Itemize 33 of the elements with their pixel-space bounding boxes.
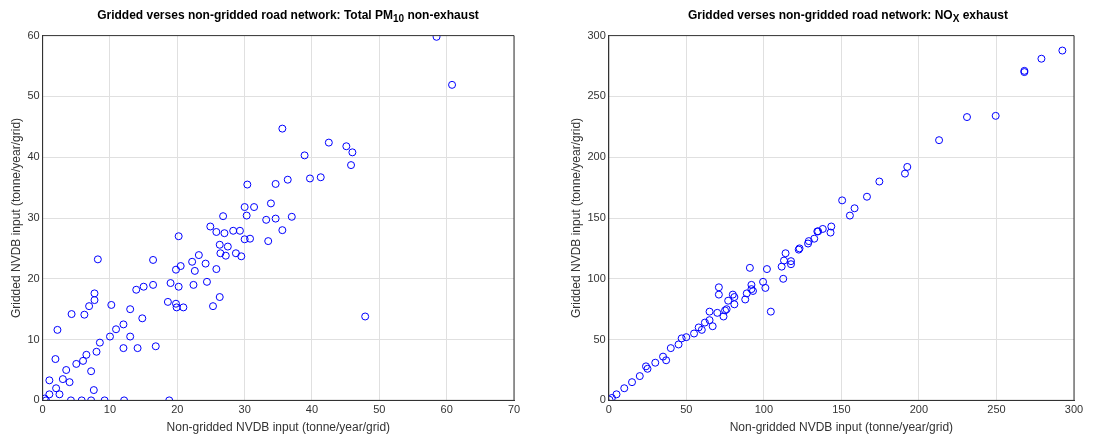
y-tick-label: 200: [587, 150, 606, 163]
x-tick-label: 50: [680, 403, 693, 416]
x-axis-title: Non-gridded NVDB input (tonne/year/grid): [166, 420, 391, 435]
y-tick-label: 50: [27, 89, 40, 102]
x-tick-label: 30: [238, 403, 251, 416]
y-tick-label: 100: [587, 271, 606, 284]
y-tick-label: 300: [587, 28, 606, 41]
x-tick-label: 300: [1064, 403, 1084, 416]
x-tick-label: 100: [754, 403, 774, 416]
x-tick-label: 40: [305, 403, 319, 416]
x-tick-label: 70: [507, 403, 521, 416]
x-tick-label: 200: [909, 403, 929, 416]
y-tick-label: 0: [599, 393, 606, 406]
x-tick-label: 60: [440, 403, 453, 416]
y-tick-label: 50: [593, 332, 606, 345]
x-tick-label: 50: [373, 403, 386, 416]
x-tick-label: 150: [832, 403, 851, 416]
y-tick-label: 10: [27, 332, 40, 345]
y-tick-label: 0: [33, 393, 40, 406]
x-tick-label: 10: [103, 403, 117, 416]
chart-title: Gridded verses non-gridded road network: Total PM$_{10}$ non-exhaust: [96, 8, 480, 26]
y-tick-label: 250: [587, 89, 606, 102]
y-tick-label: 40: [27, 150, 40, 163]
x-tick-label: 20: [171, 403, 184, 416]
y-axis-title: Gridded NVDB input (tonne/year/grid): [568, 117, 583, 319]
y-tick-label: 150: [587, 211, 606, 224]
chart-title: Gridded verses non-gridded road network: NO$_{X}$ exhaust: [686, 8, 1010, 26]
y-axis-title: Gridded NVDB input (tonne/year/grid): [8, 117, 23, 319]
y-tick-label: 30: [27, 211, 40, 224]
x-tick-label: 250: [987, 403, 1006, 416]
y-tick-label: 20: [27, 271, 40, 284]
x-axis-title: Non-gridded NVDB input (tonne/year/grid): [729, 420, 954, 435]
y-tick-label: 60: [27, 28, 40, 41]
